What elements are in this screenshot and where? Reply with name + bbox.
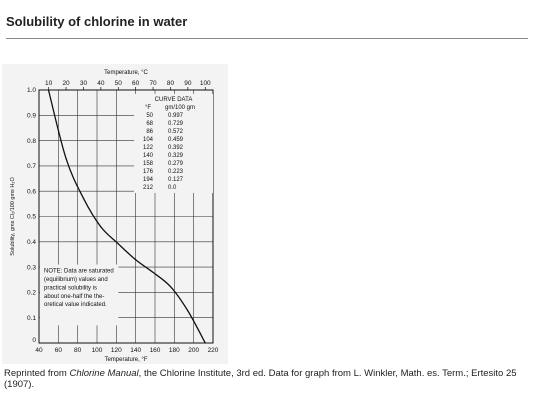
x-tick-label: 60 (55, 347, 63, 354)
table-cell-value: 0.223 (168, 169, 184, 175)
curve-data-table: CURVE DATA °F gm/100 gm 50 0.997 68 0.729 86 0.5… (134, 94, 213, 193)
data-point (117, 243, 119, 245)
table-cell-value: 0.127 (168, 177, 184, 183)
caption-prefix: Reprinted from (4, 368, 70, 379)
table-cell-f: 122 (143, 145, 154, 151)
data-point (135, 259, 137, 261)
data-point (187, 310, 189, 312)
table-header-value: gm/100 gm (165, 105, 195, 111)
table-cell-f: 86 (146, 129, 153, 135)
x2-tick-label: 100 (200, 80, 211, 87)
table-title: CURVE DATA (155, 97, 193, 103)
y-tick-label: 0.9 (27, 113, 36, 120)
axis-ticks: 40 60 80 100 120 140 160 180 200 2200.10.20.30.40… (27, 80, 219, 354)
x-tick-label: 80 (74, 347, 82, 354)
note-background (40, 264, 119, 326)
x-tick-label: 140 (130, 347, 141, 354)
y-tick-label: 0.6 (27, 188, 36, 195)
top-axis-title: Temperature, °C (104, 70, 148, 76)
table-cell-f: 194 (143, 177, 154, 183)
y-tick-label: 0.7 (27, 163, 36, 170)
solubility-curve (48, 90, 206, 344)
note-line: about one-half the the- (44, 294, 104, 300)
table-background (134, 94, 213, 193)
data-point (204, 342, 206, 344)
x2-tick-label: 70 (149, 80, 157, 87)
x-tick-label: 100 (92, 347, 103, 354)
x2-tick-label: 40 (97, 80, 105, 87)
solubility-chart: CURVE DATA °F gm/100 gm 50 0.997 68 0.729 86 0.5… (10, 70, 219, 363)
x2-tick-label: 60 (132, 80, 140, 87)
table-cell-f: 158 (143, 161, 154, 167)
table-cell-f: 140 (143, 153, 154, 159)
x-tick-label: 180 (169, 347, 180, 354)
data-point (152, 271, 154, 274)
caption-source-title: Chlorine Manual (69, 368, 139, 379)
x-tick-label: 220 (208, 347, 219, 354)
x2-tick-label: 10 (45, 80, 53, 87)
table-cell-value: 0.997 (168, 113, 184, 119)
table-cell-value: 0.572 (168, 129, 184, 135)
data-point (82, 197, 85, 199)
x-tick-label: 200 (188, 347, 199, 354)
y-tick-label: 0.3 (27, 264, 36, 271)
y-tick-label: 0.1 (27, 315, 36, 322)
origin-label: 0 (32, 337, 36, 344)
table-cell-f: 104 (143, 137, 154, 143)
table-cell-f: 176 (143, 169, 154, 175)
x2-tick-label: 50 (115, 80, 123, 87)
plot-frame (38, 89, 214, 344)
caption-suffix: , the Chlorine Institute, 3rd ed. Data f… (4, 368, 517, 390)
x-tick-label: 160 (150, 347, 161, 354)
table-cell-value: 0.0 (168, 185, 177, 191)
x2-tick-label: 30 (80, 80, 88, 87)
table-cell-f: 212 (143, 185, 154, 191)
table-header-f: °F (145, 105, 151, 111)
x-tick-label: 120 (111, 347, 122, 354)
data-point (100, 226, 102, 228)
data-point (65, 157, 67, 160)
table-cell-value: 0.729 (168, 121, 184, 127)
table-cell-f: 50 (146, 113, 153, 119)
x2-tick-label: 90 (184, 80, 192, 87)
note-line: NOTE: Data are saturated (44, 269, 114, 275)
table-cell-value: 0.459 (168, 137, 184, 143)
note-line: (equilibrium) values and (44, 277, 108, 283)
note-box: NOTE: Data are saturated (equilibrium) va… (40, 264, 119, 326)
table-cell-f: 68 (146, 121, 153, 127)
note-line: practical solubility is (44, 285, 97, 291)
table-cell-value: 0.279 (168, 161, 184, 167)
table-cell-value: 0.392 (168, 145, 184, 151)
x-tick-label: 40 (35, 347, 43, 354)
y-tick-label: 0.8 (27, 138, 36, 145)
note-line: oretical value indicated. (44, 302, 107, 308)
y-tick-label: 0.2 (27, 290, 36, 297)
y-tick-label: 0.4 (27, 239, 36, 246)
y-axis-title: Solubility, gms Cl₂/100 gms H₂O (10, 177, 16, 256)
y-tick-label: 0.5 (27, 214, 36, 221)
data-point (169, 285, 172, 288)
figure-caption: Reprinted from Chlorine Manual, the Chlo… (4, 368, 534, 390)
data-point (48, 90, 50, 92)
x2-tick-label: 80 (167, 80, 175, 87)
bottom-axis-title: Temperature, °F (104, 357, 147, 363)
x2-tick-label: 20 (62, 80, 70, 87)
title-divider (6, 38, 528, 39)
y-tick-label: 1.0 (27, 87, 36, 94)
page-title: Solubility of chlorine in water (6, 14, 188, 29)
table-cell-value: 0.329 (168, 153, 184, 159)
